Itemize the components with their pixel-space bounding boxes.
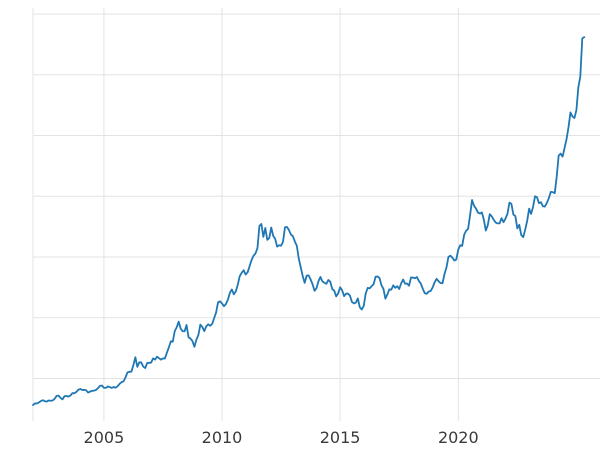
x-tick-label: 2015	[320, 428, 361, 447]
x-tick-label: 2010	[202, 428, 243, 447]
gridlines	[32, 8, 600, 421]
x-tick-labels: 2005 2010 2015 2020	[84, 428, 479, 447]
line-series	[32, 36, 586, 406]
x-tick-label: 2020	[438, 428, 479, 447]
x-tick-label: 2005	[84, 428, 125, 447]
